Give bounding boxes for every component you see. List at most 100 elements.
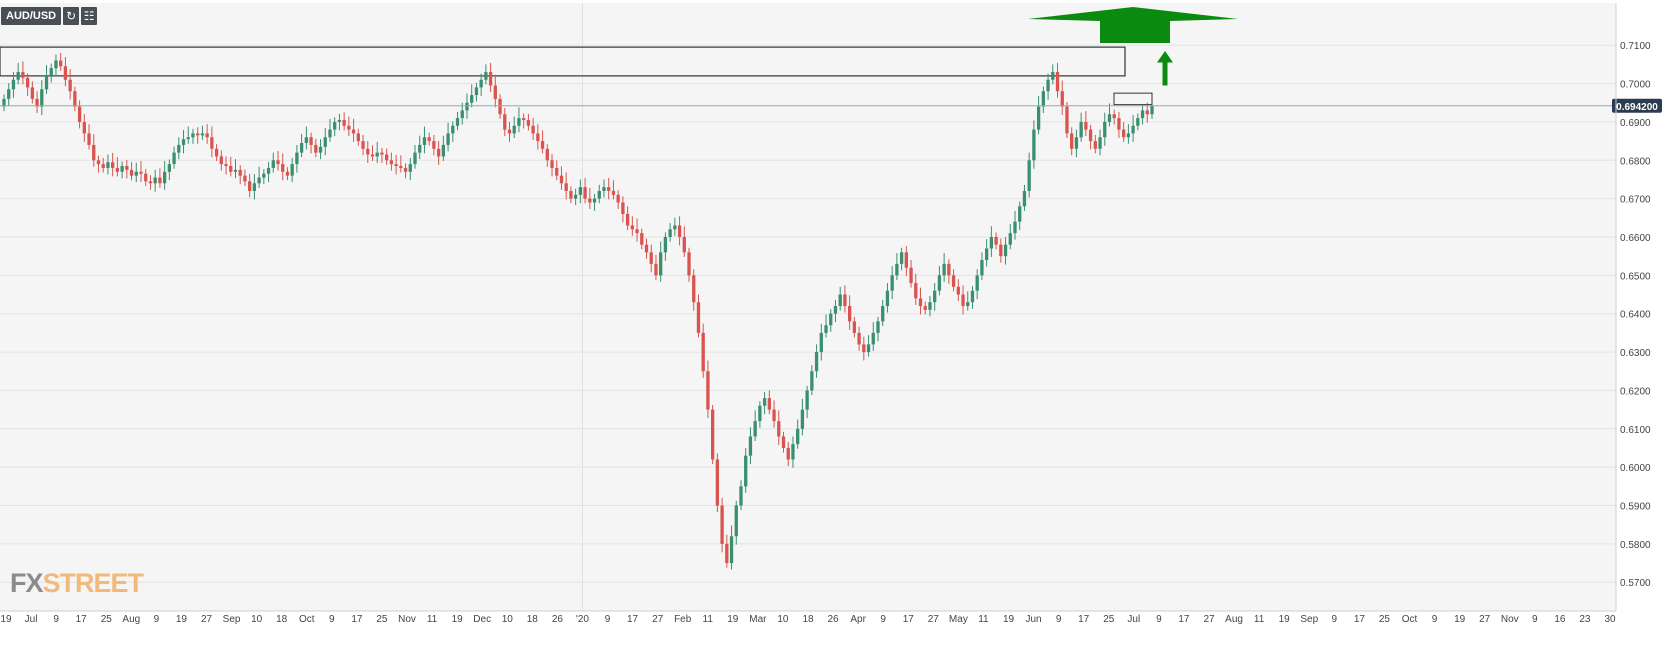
candle-body [224, 164, 228, 167]
candle-body [1074, 137, 1079, 149]
refresh-icon[interactable]: ↻ [63, 7, 80, 25]
y-tick-label: 0.5700 [1620, 578, 1651, 589]
candle-body [1065, 106, 1069, 134]
candle-body [2, 98, 6, 107]
candle-body [21, 72, 25, 78]
x-tick-label: 26 [552, 614, 564, 625]
x-tick-label: 19 [452, 614, 464, 625]
up-arrow-head [1157, 50, 1173, 63]
candle-body [257, 177, 261, 184]
candle-body [1112, 114, 1116, 119]
candle-body [871, 332, 875, 345]
x-tick-label: 19 [176, 614, 188, 625]
x-tick-label: 11 [978, 614, 989, 625]
x-tick-label: Apr [850, 614, 866, 625]
candle-body [1041, 91, 1045, 107]
x-tick-label: 9 [1156, 614, 1162, 625]
candle-body [243, 175, 247, 182]
candle-body [191, 133, 195, 138]
candle-body [725, 543, 729, 564]
plot-background [0, 3, 1616, 611]
candle-body [824, 325, 828, 333]
candle-body [933, 290, 937, 303]
candle-body [640, 233, 644, 245]
x-tick-label: 27 [652, 614, 664, 625]
x-tick-label: Nov [398, 614, 416, 625]
candle-body [87, 133, 91, 145]
candle-body [923, 306, 927, 310]
candle-body [517, 118, 521, 126]
candle-body [597, 190, 601, 199]
candle-body [777, 421, 781, 437]
candle-body [479, 79, 483, 88]
x-tick-label: 17 [1354, 614, 1366, 625]
x-tick-label: 9 [1432, 614, 1438, 625]
y-tick-label: 0.6700 [1620, 195, 1651, 206]
candle-body [106, 162, 110, 168]
y-tick-label: 0.6600 [1620, 233, 1651, 244]
y-tick-label: 0.6400 [1620, 310, 1651, 321]
x-tick-label: 19 [1454, 614, 1466, 625]
x-tick-label: 9 [1056, 614, 1062, 625]
candle-body [25, 77, 30, 88]
chart-settings-icon[interactable]: ☷ [81, 7, 98, 25]
x-tick-label: 18 [527, 614, 539, 625]
candle-body [961, 294, 965, 307]
candle-body [44, 75, 49, 90]
candle-body [583, 187, 587, 199]
candle-body [1140, 110, 1145, 119]
candle-body [947, 263, 951, 276]
candle-body [314, 144, 318, 153]
x-tick-label: 9 [329, 614, 335, 625]
candle-body [248, 181, 252, 191]
candle-body [134, 171, 138, 176]
candle-body [918, 298, 923, 307]
x-tick-label: 17 [1078, 614, 1090, 625]
x-tick-label: 9 [154, 614, 160, 625]
candle-body [966, 302, 970, 307]
x-tick-label: 10 [251, 614, 263, 625]
candle-body [385, 154, 389, 161]
candle-body [474, 87, 479, 96]
consolidation-box [1113, 92, 1153, 106]
candle-body [148, 181, 153, 184]
candle-body [252, 183, 257, 191]
x-tick-label: 30 [1604, 614, 1616, 625]
x-tick-label: 9 [605, 614, 611, 625]
candle-body [881, 306, 885, 322]
candle-body [153, 177, 157, 184]
candle-body [380, 152, 384, 155]
candle-body [229, 166, 233, 172]
y-tick-label: 0.6800 [1620, 156, 1651, 167]
candle-body [715, 459, 720, 506]
symbol-label[interactable]: AUD/USD [1, 7, 62, 25]
candle-body [994, 236, 998, 245]
target-arrow-roof [1028, 7, 1238, 43]
candle-body [337, 119, 342, 122]
candle-body [16, 72, 20, 80]
x-tick-label: 25 [376, 614, 388, 625]
candle-body [214, 148, 219, 157]
candle-body [503, 114, 507, 130]
fxstreet-logo: FXSTREET [10, 568, 144, 599]
candle-body [347, 125, 351, 130]
candle-body [304, 137, 309, 144]
candle-body [82, 121, 86, 134]
candle-body [73, 91, 77, 107]
candle-body [129, 169, 134, 176]
candle-body [181, 139, 186, 145]
candle-body [465, 102, 469, 111]
y-tick-label: 0.6200 [1620, 386, 1651, 397]
candle-body [1126, 133, 1131, 138]
candle-body [857, 332, 861, 345]
candle-body [399, 166, 403, 168]
candle-body [351, 129, 356, 134]
candle-body [63, 66, 68, 80]
candle-body [1046, 79, 1050, 92]
candle-body [507, 129, 512, 134]
candle-body [1055, 72, 1060, 92]
x-tick-label: Oct [1402, 614, 1418, 625]
candle-body [984, 248, 989, 261]
x-tick-label: Feb [674, 614, 692, 625]
